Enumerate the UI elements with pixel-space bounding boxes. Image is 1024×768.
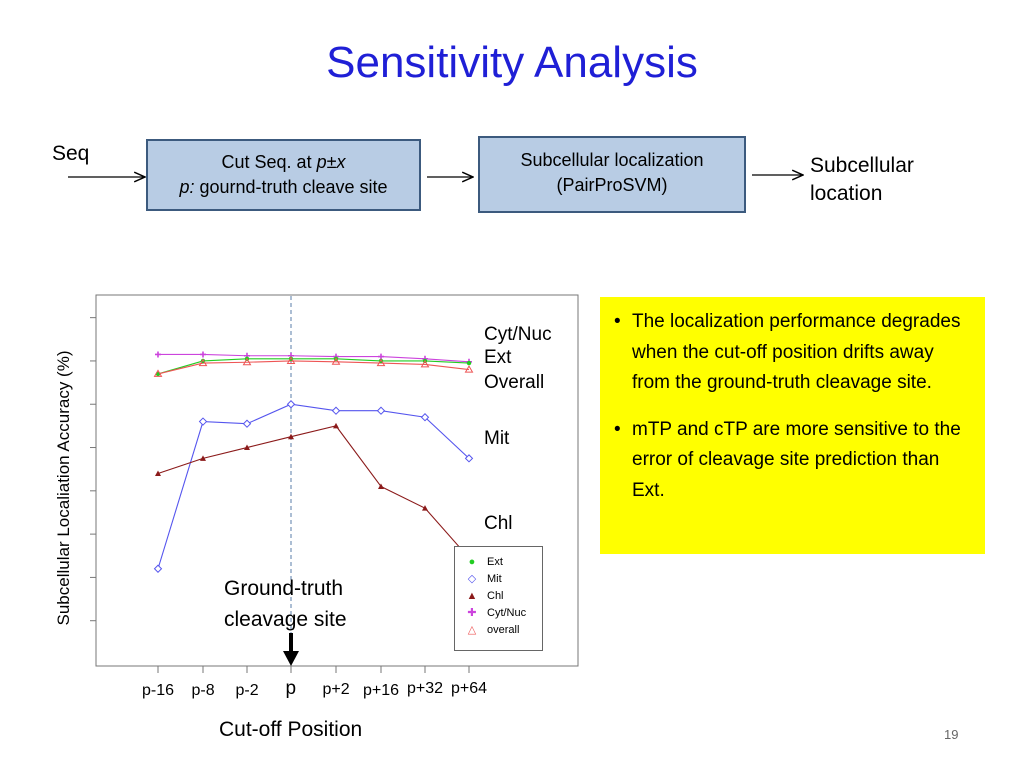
data-point-chl <box>378 483 384 489</box>
slide-title: Sensitivity Analysis <box>326 38 698 87</box>
data-point-overall <box>153 369 163 377</box>
legend-chl: ▲ Chl <box>466 589 504 602</box>
localization-box: Subcellular localization (PairProSVM) <box>478 136 746 213</box>
data-point-cyt-nuc <box>200 351 206 358</box>
data-point-mit <box>420 413 430 422</box>
data-point-overall <box>286 356 296 364</box>
finding-1: • The localization performance degrades w… <box>614 311 961 393</box>
legend-cyt-nuc: ✚ Cyt/Nuc <box>467 606 527 620</box>
data-point-cyt-nuc <box>155 351 161 358</box>
data-point-chl <box>244 444 250 451</box>
data-point-mit <box>464 454 474 463</box>
ground-truth-arrowhead <box>283 651 299 666</box>
data-point-overall <box>420 359 430 368</box>
series-line-chl <box>157 425 470 559</box>
ground-truth-annotation: Ground-truth cleavage site <box>224 577 347 631</box>
data-point-mit <box>376 406 386 415</box>
data-point-overall <box>198 358 208 367</box>
data-point-chl <box>422 505 428 511</box>
label-mit: Mit <box>484 428 510 449</box>
x-tick-label: p-2 <box>235 682 259 699</box>
series-line-mit <box>157 403 470 569</box>
data-point-overall <box>242 357 252 366</box>
flow-input-label: Seq <box>52 142 90 165</box>
plot-frame <box>95 294 579 667</box>
legend-overall: △ overall <box>467 623 520 637</box>
x-axis-label: Cut-off Position <box>219 718 363 741</box>
data-point-overall <box>464 365 474 373</box>
flow-arrows <box>68 0 1024 230</box>
x-tick-label: p-8 <box>191 682 215 699</box>
data-point-chl <box>155 470 161 477</box>
legend-mit: ◇ Mit <box>467 572 502 586</box>
chart-legend: ● Ext ◇ Mit ▲ Chl ✚ Cyt/Nuc △ overall <box>454 546 543 651</box>
data-point-overall <box>376 358 386 367</box>
label-ext: Ext <box>484 347 512 368</box>
data-point-mit <box>286 400 296 409</box>
data-point-mit <box>242 419 252 428</box>
cut-sequence-box: Cut Seq. at p±x p: gournd-truth cleave s… <box>146 139 421 211</box>
y-axis-label: Subcellular Localiation Accuracy (%) <box>54 350 73 626</box>
label-overall: Overall <box>484 372 545 393</box>
data-point-cyt-nuc <box>378 353 384 360</box>
finding-2: • mTP and cTP are more sensitive to the e… <box>614 418 961 501</box>
data-point-mit <box>198 417 208 426</box>
x-tick-label: p-16 <box>142 682 175 699</box>
data-point-overall <box>331 357 341 365</box>
data-point-chl <box>200 455 206 461</box>
series-line-overall <box>157 360 470 375</box>
series-line-cyt-nuc <box>158 353 470 363</box>
x-tick-label: p+2 <box>322 681 350 698</box>
data-point-chl <box>288 433 294 440</box>
data-point-mit <box>331 406 341 415</box>
label-cyt-nuc: Cyt/Nuc <box>484 324 552 345</box>
x-tick-label: p+32 <box>407 680 444 697</box>
legend-ext: ● Ext <box>468 555 503 568</box>
x-tick-label: p+64 <box>451 680 488 697</box>
findings-box: • The localization performance degrades w… <box>600 297 985 554</box>
label-chl: Chl <box>484 513 513 534</box>
series-line-ext <box>157 358 470 375</box>
slide-number: 19 <box>944 727 959 742</box>
flow-output-label: Subcellular location <box>810 154 914 205</box>
x-tick-label: p+16 <box>363 682 400 699</box>
x-tick-label: p <box>285 678 297 699</box>
data-point-ext <box>466 360 472 366</box>
data-point-chl <box>333 422 339 429</box>
data-point-mit <box>153 564 163 573</box>
